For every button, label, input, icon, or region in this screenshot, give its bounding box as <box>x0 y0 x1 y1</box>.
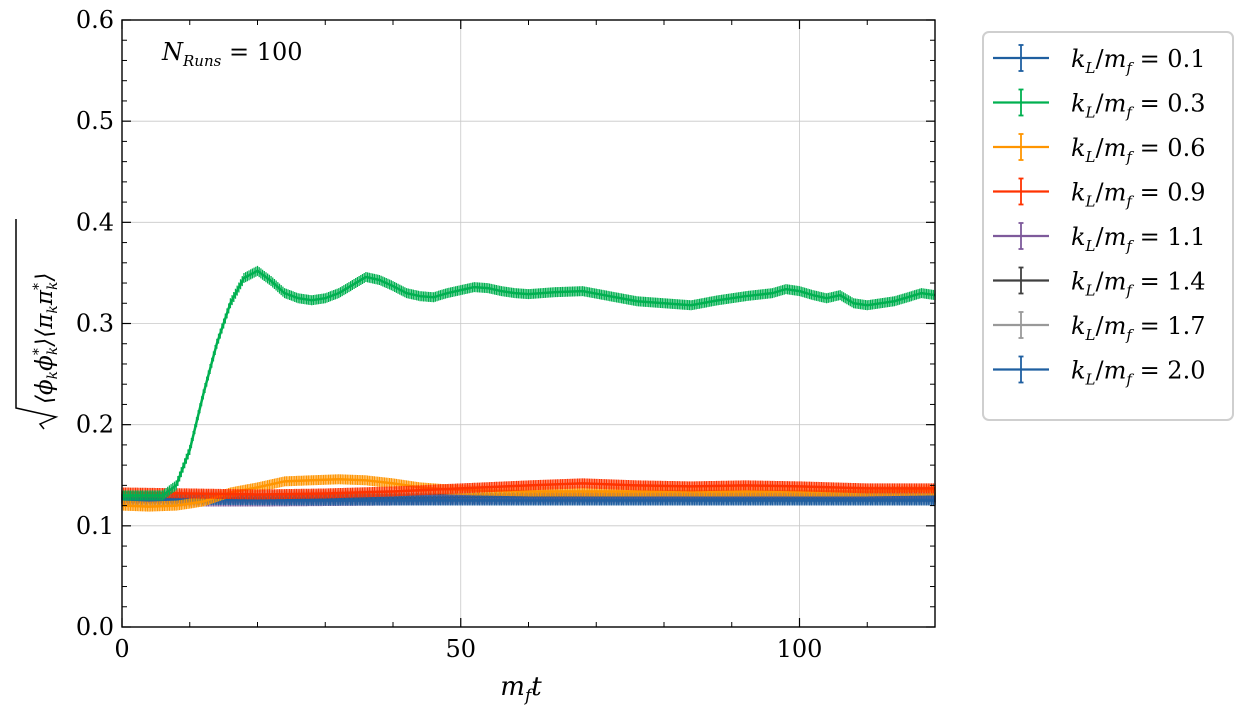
runs-annotation: NRuns = 100 <box>161 38 303 70</box>
legend-entry-7: kL/mf = 2.0 <box>993 355 1205 389</box>
sqrt-sign <box>15 219 59 430</box>
legend: kL/mf = 0.1 kL/mf = 0.3 kL/mf = 0.6 kL/mf =… <box>982 31 1234 421</box>
y-tick-label: 0.2 <box>76 411 114 439</box>
y-tick-label: 0.3 <box>76 310 114 338</box>
series-1-errorbars <box>121 265 936 501</box>
x-tick-label: 0 <box>114 635 129 663</box>
ticks: 0 50 100 0.0 0.1 0.2 0.3 0.4 0.5 0.6 <box>76 6 935 663</box>
x-tick-label: 100 <box>777 635 823 663</box>
y-tick-label: 0.6 <box>76 6 114 34</box>
legend-label: kL/mf = 0.9 <box>1071 179 1205 211</box>
grid <box>121 19 935 628</box>
legend-entry-1: kL/mf = 0.3 <box>993 88 1205 122</box>
legend-entry-4: kL/mf = 1.1 <box>993 222 1205 255</box>
y-tick-label: 0.1 <box>76 512 114 540</box>
y-axis-label: ⟨ϕkϕ*k⟩⟨πkπ*k⟩ <box>15 219 61 430</box>
series-0-line <box>121 498 935 502</box>
y-tick-label: 0.5 <box>76 107 114 135</box>
series-1-line <box>122 269 936 497</box>
x-axis-label: mft <box>500 672 542 706</box>
y-tick-label: 0.4 <box>76 208 114 236</box>
legend-entry-0: kL/mf = 0.1 <box>993 44 1205 77</box>
legend-label: kL/mf = 1.4 <box>1071 268 1205 300</box>
legend-label: kL/mf = 0.6 <box>1071 134 1205 166</box>
legend-label: kL/mf = 2.0 <box>1071 357 1205 389</box>
legend-entry-6: kL/mf = 1.7 <box>993 311 1205 344</box>
y-tick-label: 0.0 <box>76 613 114 641</box>
legend-label: kL/mf = 1.1 <box>1071 223 1205 255</box>
legend-entry-3: kL/mf = 0.9 <box>993 177 1205 211</box>
legend-label: kL/mf = 0.3 <box>1071 90 1205 122</box>
x-tick-label: 50 <box>445 635 476 663</box>
series-layer <box>121 265 936 512</box>
legend-entry-5: kL/mf = 1.4 <box>993 266 1205 300</box>
legend-box <box>982 31 1234 421</box>
series-3 <box>121 478 936 500</box>
svg-text:⟨ϕkϕ*k⟩⟨πkπ*k⟩: ⟨ϕkϕ*k⟩⟨πkπ*k⟩ <box>31 273 61 404</box>
legend-label: kL/mf = 1.7 <box>1071 312 1205 344</box>
legend-entry-2: kL/mf = 0.6 <box>993 133 1205 166</box>
series-1 <box>121 265 936 501</box>
legend-label: kL/mf = 0.1 <box>1071 45 1205 77</box>
series-3-line <box>121 482 935 496</box>
